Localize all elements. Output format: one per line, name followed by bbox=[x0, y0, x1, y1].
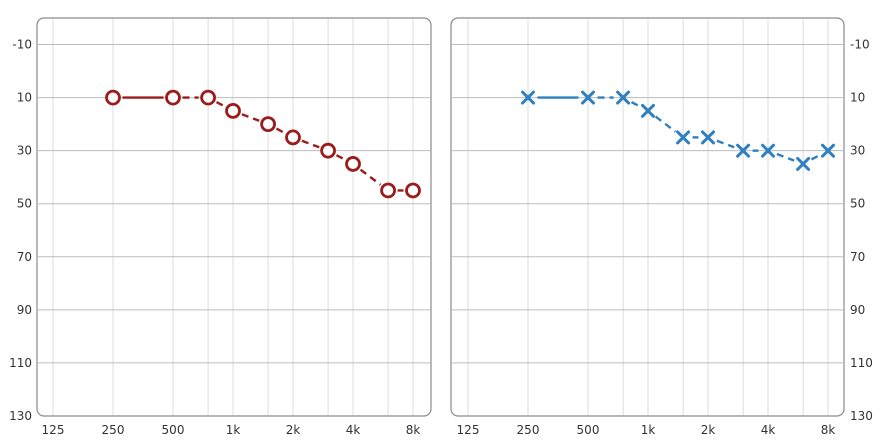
data-point-x bbox=[616, 90, 631, 105]
y-tick-label: 110 bbox=[850, 356, 873, 370]
x-tick-label: 8k bbox=[821, 423, 836, 437]
data-point-x-stroke bbox=[616, 90, 631, 105]
x-tick-label: 8k bbox=[406, 423, 421, 437]
series-line-segment bbox=[810, 154, 821, 161]
y-tick-label: 130 bbox=[850, 409, 873, 423]
data-point-x bbox=[641, 103, 655, 118]
data-point-x-stroke bbox=[521, 90, 535, 105]
y-tick-label: 70 bbox=[17, 250, 32, 264]
x-tick-label: 4k bbox=[761, 423, 776, 437]
y-tick-label: -10 bbox=[12, 38, 32, 52]
data-point-circle bbox=[285, 129, 301, 146]
series-line-segment bbox=[241, 113, 260, 122]
x-tick-label: 2k bbox=[286, 423, 301, 437]
data-point-x bbox=[821, 143, 835, 158]
series-line-segment bbox=[359, 168, 382, 186]
plot-frame bbox=[36, 17, 432, 417]
x-tick-label: 4k bbox=[346, 423, 361, 437]
series-line-segment bbox=[301, 139, 320, 149]
data-point-x-stroke bbox=[581, 90, 595, 105]
y-tick-label: 30 bbox=[17, 144, 32, 158]
y-tick-label: 130 bbox=[9, 409, 32, 423]
data-point-x bbox=[736, 143, 751, 158]
x-tick-label: 2k bbox=[701, 423, 716, 437]
data-point-x-stroke bbox=[736, 143, 751, 158]
y-tick-label: 50 bbox=[850, 197, 865, 211]
y-tick-label: 30 bbox=[850, 144, 865, 158]
x-tick-label: 250 bbox=[517, 423, 540, 437]
data-point-circle bbox=[260, 116, 276, 133]
series-line-segment bbox=[275, 127, 286, 134]
data-point-x bbox=[701, 130, 715, 145]
x-tick-label: 500 bbox=[162, 423, 185, 437]
data-point-circle bbox=[380, 182, 396, 199]
data-point-x bbox=[676, 130, 691, 145]
panel-right: -10 10 30 50 70 90 110 130 125 250 500 1k 2k 4k 8k bbox=[450, 17, 873, 437]
y-tick-label: 90 bbox=[17, 303, 32, 317]
x-tick-label: 125 bbox=[457, 423, 480, 437]
y-tick-label: 110 bbox=[9, 356, 32, 370]
data-point-x-stroke bbox=[796, 156, 811, 171]
data-point-x bbox=[796, 156, 811, 171]
data-point-circle bbox=[200, 89, 216, 106]
data-point-x bbox=[521, 90, 535, 105]
x-tick-label: 1k bbox=[226, 423, 241, 437]
y-tick-label: 10 bbox=[850, 91, 865, 105]
y-tick-label: 70 bbox=[850, 250, 865, 264]
y-tick-label: 90 bbox=[850, 303, 865, 317]
data-point-x-stroke bbox=[676, 130, 691, 145]
data-point-circle bbox=[165, 89, 181, 106]
series-line-segment bbox=[335, 154, 346, 161]
data-point-circle bbox=[405, 182, 421, 199]
x-tick-label: 125 bbox=[42, 423, 65, 437]
series-line-segment bbox=[776, 152, 795, 162]
panel-left: -10 10 30 50 70 90 110 130 125 250 500 1k 2k 4k 8k bbox=[9, 17, 432, 437]
x-tick-label: 1k bbox=[641, 423, 656, 437]
series-line-segment bbox=[654, 115, 677, 133]
x-tick-label: 500 bbox=[577, 423, 600, 437]
data-point-circle bbox=[320, 142, 336, 159]
series-line-segment bbox=[716, 139, 735, 149]
data-point-circle bbox=[225, 102, 241, 119]
data-point-x bbox=[761, 143, 775, 158]
series-line-segment bbox=[215, 101, 226, 108]
data-point-x-stroke bbox=[761, 143, 775, 158]
data-point-circle bbox=[345, 156, 361, 172]
y-tick-label: -10 bbox=[850, 38, 870, 52]
series-line-segment bbox=[630, 101, 641, 108]
y-tick-label: 50 bbox=[17, 197, 32, 211]
data-point-circle bbox=[105, 89, 121, 106]
y-tick-label: 10 bbox=[17, 91, 32, 105]
data-point-x bbox=[581, 90, 595, 105]
x-tick-label: 250 bbox=[102, 423, 125, 437]
data-point-x-stroke bbox=[641, 103, 655, 118]
data-point-x-stroke bbox=[701, 130, 715, 145]
data-point-x-stroke bbox=[821, 143, 835, 158]
